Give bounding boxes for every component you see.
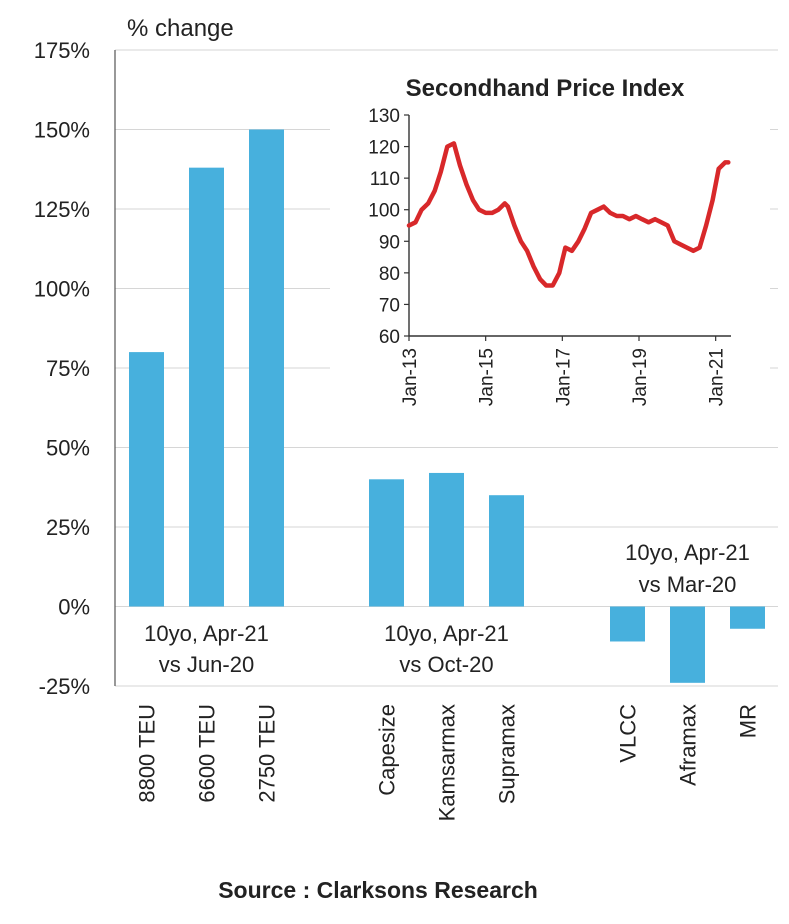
inset-chart: Secondhand Price Index 60 70 80 90 100 110 120… — [330, 70, 770, 440]
inset-y-tick-label: 130 — [368, 106, 400, 127]
inset-background — [330, 70, 770, 440]
inset-title: Secondhand Price Index — [406, 75, 685, 102]
source-note: Source : Clarksons Research — [218, 877, 538, 903]
bar-supramax — [489, 495, 524, 607]
bar-aframax — [670, 606, 705, 683]
category-label: Capesize — [375, 704, 400, 796]
inset-y-tick-label: 120 — [368, 138, 400, 159]
main-y-tick-label: -25% — [39, 674, 90, 699]
inset-y-axis-tick-labels: 60 70 80 90 100 110 120 130 — [368, 106, 409, 348]
group-labels: 10yo, Apr-21 vs Jun-20 10yo, Apr-21 vs Oct-… — [144, 540, 750, 677]
main-y-tick-label: 175% — [34, 38, 90, 63]
price-index-line — [406, 141, 731, 288]
bar-mr — [730, 606, 765, 629]
bar-vlcc — [610, 606, 645, 642]
inset-x-tick-label: Jan-21 — [707, 348, 728, 406]
category-label: Supramax — [495, 704, 520, 804]
y-axis-unit-label: % change — [127, 15, 234, 42]
main-y-tick-label: 50% — [46, 436, 90, 461]
inset-x-tick-label: Jan-19 — [630, 348, 651, 406]
main-y-axis-tick-labels: -25% 0% 25% 50% 75% 100% 125% 150% 175% — [34, 38, 90, 699]
inset-x-tick-label: Jan-17 — [553, 348, 574, 406]
bar-2750-teu — [249, 129, 284, 607]
inset-y-tick-label: 100 — [368, 201, 400, 222]
main-bars — [129, 129, 765, 683]
category-label: MR — [736, 704, 761, 738]
inset-y-tick-label: 90 — [379, 232, 400, 253]
group-label-line2: vs Mar-20 — [639, 572, 737, 597]
inset-y-tick-label: 80 — [379, 264, 400, 285]
inset-y-tick-label: 60 — [379, 327, 400, 348]
inset-x-axis-tick-labels: Jan-13 Jan-15 Jan-17 Jan-19 Jan-21 — [400, 336, 728, 406]
inset-y-tick-label: 110 — [370, 169, 400, 190]
main-y-tick-label: 0% — [58, 595, 90, 620]
main-y-tick-label: 125% — [34, 197, 90, 222]
inset-x-tick-label: Jan-15 — [477, 348, 498, 406]
main-y-tick-label: 75% — [46, 356, 90, 381]
main-y-tick-label: 150% — [34, 118, 90, 143]
category-label: VLCC — [616, 704, 641, 763]
category-label: 6600 TEU — [195, 704, 220, 803]
group-label-line1: 10yo, Apr-21 — [144, 621, 269, 646]
category-labels: 8800 TEU 6600 TEU 2750 TEU Capesize Kamsarma… — [135, 704, 761, 821]
main-y-tick-label: 100% — [34, 277, 90, 302]
category-label: Kamsarmax — [435, 704, 460, 821]
bar-8800-teu — [129, 352, 164, 607]
main-y-tick-label: 25% — [46, 515, 90, 540]
category-label: 8800 TEU — [135, 704, 160, 803]
category-label: 2750 TEU — [255, 704, 280, 803]
bar-6600-teu — [189, 167, 224, 607]
inset-y-tick-label: 70 — [379, 295, 400, 316]
group-label-line2: vs Jun-20 — [159, 652, 254, 677]
group-label-line2: vs Oct-20 — [399, 652, 493, 677]
bar-capesize — [369, 479, 404, 607]
bar-kamsarmax — [429, 472, 464, 607]
inset-x-tick-label: Jan-13 — [400, 348, 421, 406]
group-label-line1: 10yo, Apr-21 — [384, 621, 509, 646]
group-label-line1: 10yo, Apr-21 — [625, 540, 750, 565]
category-label: Aframax — [676, 704, 701, 786]
